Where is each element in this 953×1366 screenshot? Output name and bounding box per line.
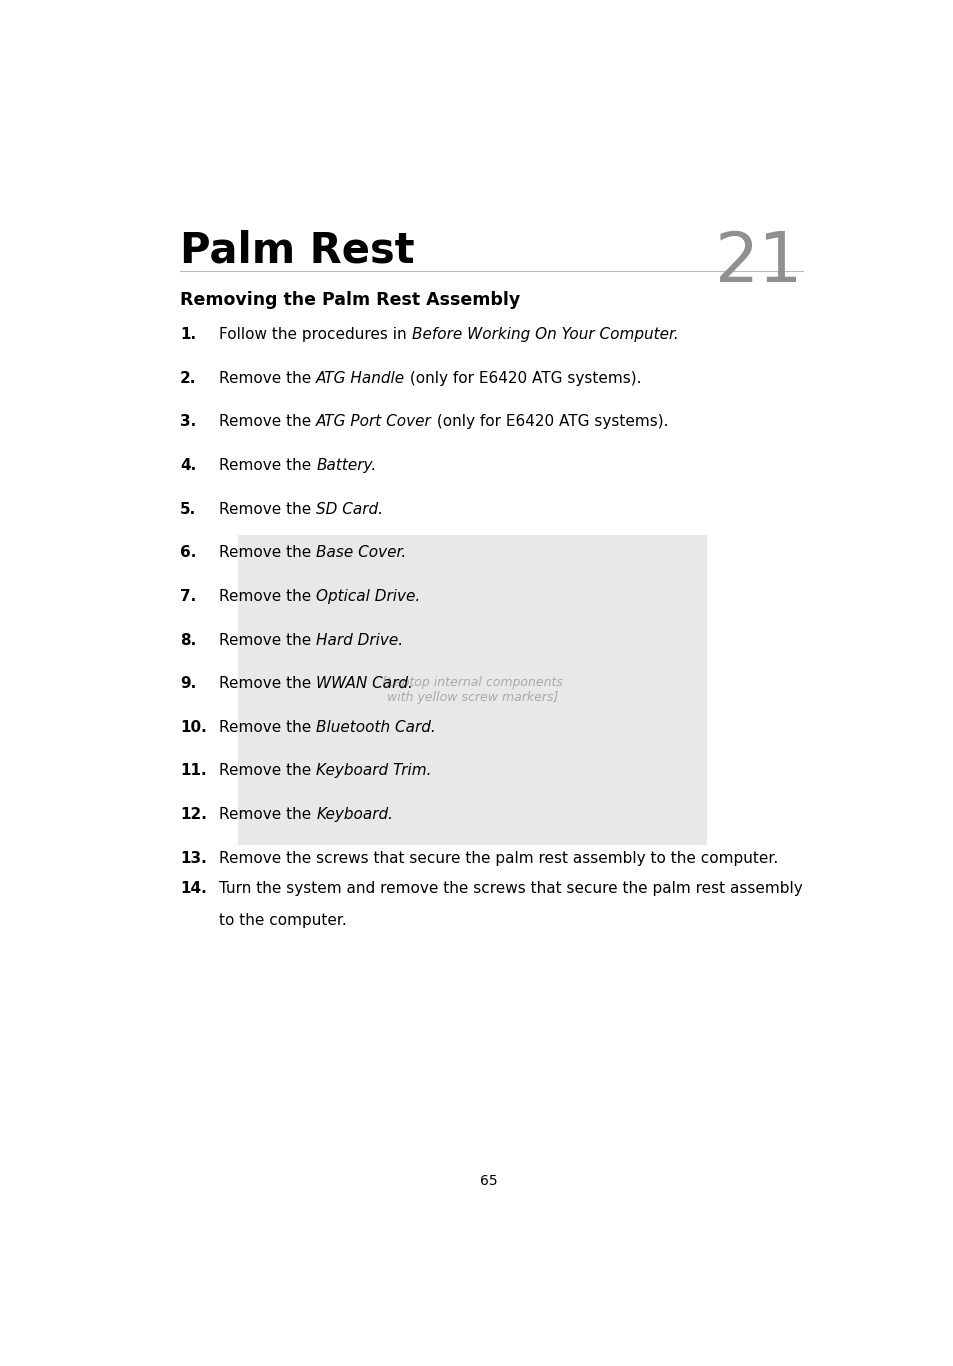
Text: Remove the: Remove the	[219, 720, 315, 735]
Text: Remove the: Remove the	[219, 807, 315, 822]
Text: Removing the Palm Rest Assembly: Removing the Palm Rest Assembly	[180, 291, 519, 309]
Text: Optical Drive.: Optical Drive.	[315, 589, 420, 604]
Text: Remove the: Remove the	[219, 458, 315, 473]
Text: (only for E6420 ATG systems).: (only for E6420 ATG systems).	[432, 414, 668, 429]
Text: 12.: 12.	[180, 807, 207, 822]
Text: Remove the: Remove the	[219, 632, 315, 647]
Text: 8.: 8.	[180, 632, 196, 647]
Text: 9.: 9.	[180, 676, 196, 691]
FancyBboxPatch shape	[237, 535, 706, 846]
Text: Remove the screws that secure the palm rest assembly to the computer.: Remove the screws that secure the palm r…	[219, 851, 778, 866]
Text: 10.: 10.	[180, 720, 207, 735]
Text: Keyboard Trim.: Keyboard Trim.	[315, 764, 432, 779]
Text: Palm Rest: Palm Rest	[180, 229, 414, 270]
Text: SD Card.: SD Card.	[315, 501, 383, 516]
Text: Battery.: Battery.	[315, 458, 376, 473]
Text: Remove the: Remove the	[219, 676, 315, 691]
Text: 2.: 2.	[180, 370, 196, 385]
Text: Remove the: Remove the	[219, 414, 315, 429]
Text: 1.: 1.	[180, 326, 195, 342]
Text: Remove the: Remove the	[219, 501, 315, 516]
Text: Remove the: Remove the	[219, 589, 315, 604]
Text: Before Working On Your Computer.: Before Working On Your Computer.	[411, 326, 678, 342]
Text: 3.: 3.	[180, 414, 196, 429]
Text: 65: 65	[479, 1175, 497, 1188]
Text: 14.: 14.	[180, 881, 207, 896]
Text: Turn the system and remove the screws that secure the palm rest assembly: Turn the system and remove the screws th…	[219, 881, 802, 896]
Text: to the computer.: to the computer.	[219, 912, 347, 928]
Text: 5.: 5.	[180, 501, 196, 516]
Text: WWAN Card.: WWAN Card.	[315, 676, 413, 691]
Text: Remove the: Remove the	[219, 545, 315, 560]
Text: [Laptop internal components
with yellow screw markers]: [Laptop internal components with yellow …	[381, 676, 562, 705]
Text: 6.: 6.	[180, 545, 196, 560]
Text: Bluetooth Card.: Bluetooth Card.	[315, 720, 436, 735]
Text: Keyboard.: Keyboard.	[315, 807, 393, 822]
Text: Remove the: Remove the	[219, 370, 315, 385]
Text: 11.: 11.	[180, 764, 206, 779]
Text: Remove the: Remove the	[219, 764, 315, 779]
Text: Base Cover.: Base Cover.	[315, 545, 406, 560]
Text: 13.: 13.	[180, 851, 207, 866]
Text: ATG Port Cover: ATG Port Cover	[315, 414, 432, 429]
Text: (only for E6420 ATG systems).: (only for E6420 ATG systems).	[405, 370, 641, 385]
Text: 4.: 4.	[180, 458, 196, 473]
Text: ATG Handle: ATG Handle	[315, 370, 405, 385]
Text: 7.: 7.	[180, 589, 196, 604]
Text: Hard Drive.: Hard Drive.	[315, 632, 403, 647]
Text: Follow the procedures in: Follow the procedures in	[219, 326, 411, 342]
Text: 21: 21	[714, 229, 802, 296]
